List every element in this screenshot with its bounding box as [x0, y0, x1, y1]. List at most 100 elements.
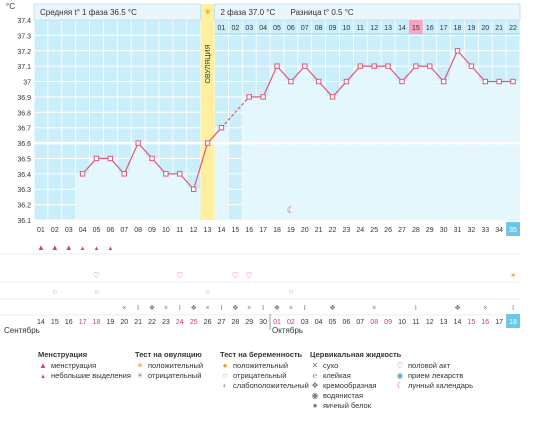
- ovulation-label: ОВУЛЯЦИЯ: [205, 44, 212, 83]
- cycle-day-label: 10: [162, 227, 170, 234]
- watery-icon: ◉: [311, 391, 319, 400]
- temp-point: [135, 140, 141, 146]
- egg-white-icon: ●: [312, 401, 318, 410]
- y-tick-label: 36.4: [17, 172, 31, 179]
- cervical-marker: I: [415, 305, 417, 312]
- legend-intercourse: половой акт: [408, 361, 451, 370]
- cycle-day-label: 11: [176, 227, 183, 234]
- calendar-date-label: 16: [481, 319, 489, 326]
- intercourse-marker: ♡: [232, 271, 239, 280]
- cervical-marker: ×: [122, 305, 126, 312]
- phase1-label: Средняя t° 1 фаза 36.5 °C: [40, 8, 137, 17]
- top-day-label: 02: [231, 25, 239, 32]
- top-day-label: 11: [357, 25, 364, 32]
- ovulation-test-marker: ☀: [509, 271, 516, 280]
- heart-icon: ♡: [396, 361, 404, 370]
- intercourse-marker: ♡: [176, 271, 183, 280]
- month-start-label: Сентябрь: [4, 326, 40, 335]
- calendar-date-label: 11: [412, 319, 419, 326]
- menstruation-marker: ▲: [37, 243, 45, 252]
- temp-line-segment: [221, 96, 250, 129]
- legend-pregnancy-weak: слабоположительный: [233, 381, 309, 390]
- calendar-date-label: 13: [440, 319, 448, 326]
- temp-point: [454, 48, 461, 54]
- temp-fill-bar: [283, 81, 298, 221]
- cervical-marker: ❖: [329, 304, 335, 312]
- legend-cervical-dry: сухо: [323, 361, 339, 370]
- top-day-label: 22: [509, 25, 517, 32]
- top-day-label: 20: [481, 25, 489, 32]
- calendar-date-label: 09: [384, 319, 392, 326]
- today-cycle-cell: [506, 222, 520, 236]
- cycle-day-label: 21: [315, 227, 323, 234]
- temp-fill-bar: [89, 158, 104, 220]
- y-tick-label: 37.1: [17, 64, 31, 71]
- top-day-label: 04: [259, 25, 267, 32]
- temp-fill-bar: [186, 189, 201, 220]
- temp-fill-bar: [256, 96, 271, 220]
- cycle-day-label: 28: [412, 227, 420, 234]
- temp-point: [510, 78, 516, 85]
- temp-fill-bar: [214, 127, 229, 220]
- top-day-label: 13: [384, 25, 392, 32]
- temp-fill-bar: [145, 158, 159, 220]
- cervical-marker: ×: [206, 305, 210, 312]
- moon-icon: ☾: [396, 381, 404, 390]
- menstruation-marker: ▲: [51, 243, 59, 252]
- top-day-label: 05: [273, 25, 281, 32]
- y-unit-label: °C: [6, 2, 15, 11]
- cervical-marker: ❖: [274, 304, 280, 312]
- cycle-day-label: 16: [245, 227, 253, 234]
- legend-cervical-egg-white: яичный белок: [323, 401, 372, 410]
- legend-pregnancy-test-title: Тест на беременность: [220, 350, 303, 359]
- pregnancy-negative-icon: ○: [222, 371, 228, 380]
- temp-fill-bar: [395, 81, 409, 221]
- calendar-date-label: 30: [259, 319, 267, 326]
- cycle-day-label: 02: [51, 227, 59, 234]
- calendar-date-label: 15: [51, 319, 59, 326]
- y-tick-label: 36.9: [17, 95, 31, 102]
- temp-fill-bar: [131, 143, 146, 220]
- creamy-icon: ❖: [311, 381, 319, 390]
- cycle-day-label: 20: [301, 227, 309, 234]
- temp-point: [468, 63, 475, 69]
- top-day-label: 12: [370, 25, 378, 32]
- menstruation-marker: ▲: [94, 246, 100, 252]
- temp-point: [357, 63, 364, 69]
- pregnancy-test-marker: ○: [94, 287, 99, 296]
- cervical-marker: ❖: [454, 304, 460, 312]
- temp-point: [399, 78, 405, 85]
- cervical-marker: ×: [372, 305, 376, 312]
- sticky-icon: ℮: [312, 371, 318, 380]
- cycle-day-label: 05: [93, 227, 101, 234]
- temp-fill-bar: [158, 173, 173, 220]
- y-tick-label: 36.5: [17, 156, 31, 163]
- top-day-label: 03: [245, 25, 253, 32]
- cervical-marker: ×: [289, 305, 293, 312]
- calendar-date-label: 16: [65, 319, 73, 326]
- calendar-date-label: 24: [176, 319, 184, 326]
- cervical-marker: I: [137, 305, 139, 312]
- temp-point: [315, 78, 322, 85]
- cervical-marker: ×: [247, 305, 251, 312]
- cycle-day-label: 08: [134, 227, 142, 234]
- calendar-date-label: 26: [204, 319, 212, 326]
- calendar-date-label: 14: [37, 319, 45, 326]
- legend-cervical: Цервикальная жидкость ✕ сухо ℮ клейкая ❖ кр…: [310, 350, 401, 411]
- top-day-label: 16: [426, 25, 434, 32]
- calendar-date-label: 25: [190, 319, 198, 326]
- legend-lunar: лунный календарь: [408, 381, 474, 390]
- y-tick-label: 37.4: [17, 18, 31, 25]
- calendar-date-label: 08: [370, 319, 378, 326]
- temp-point: [149, 155, 155, 162]
- menstruation-icon: ▲: [39, 361, 47, 370]
- calendar-date-label: 29: [245, 319, 253, 326]
- menstruation-marker: ▲: [107, 246, 113, 252]
- cycle-day-label: 26: [384, 227, 392, 234]
- temp-point: [385, 63, 391, 69]
- y-tick-label: 36.8: [17, 110, 31, 117]
- top-day-label: 19: [468, 25, 476, 32]
- temp-point: [93, 155, 100, 162]
- temp-point: [413, 63, 419, 69]
- temp-point: [427, 63, 433, 69]
